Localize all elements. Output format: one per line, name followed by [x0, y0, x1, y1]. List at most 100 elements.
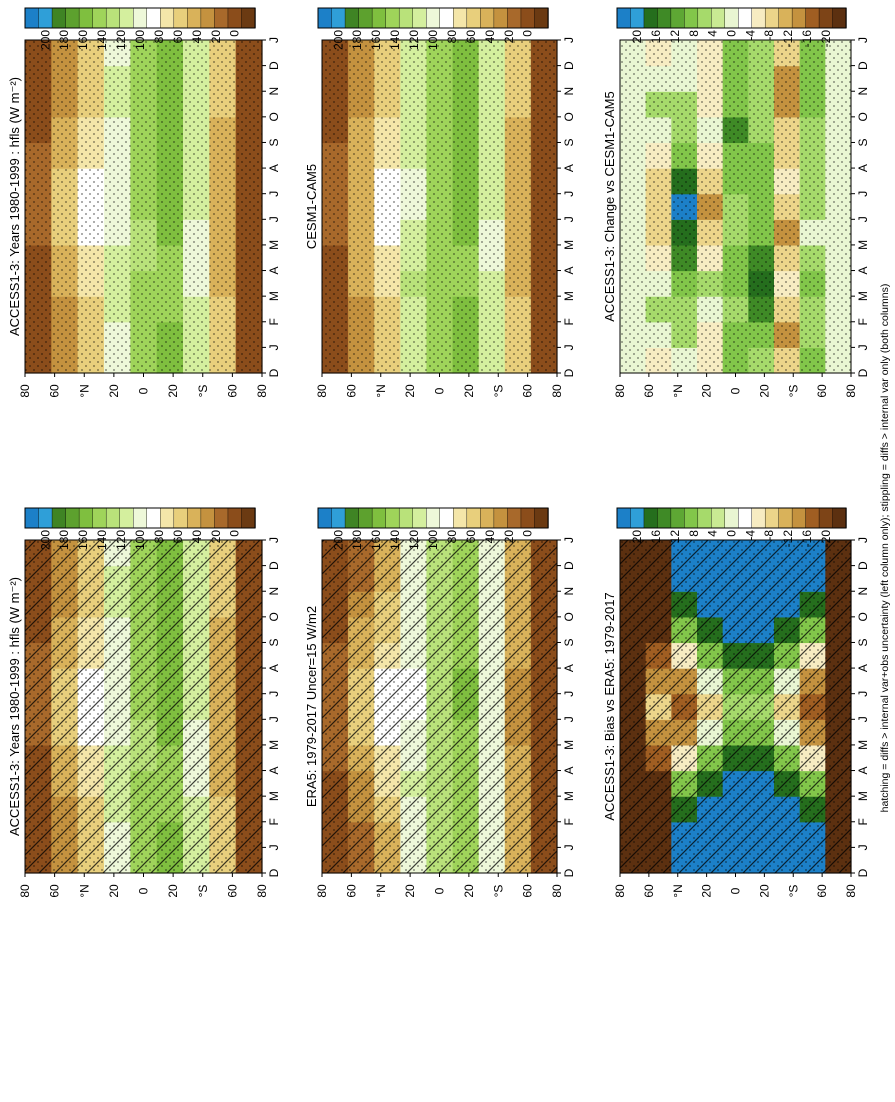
colorbar-label: 140: [388, 30, 402, 50]
colorbar-swatch: [630, 507, 645, 529]
colorbar-swatch: [534, 7, 549, 29]
month-tick-label: J: [267, 716, 281, 722]
month-tick-label: M: [856, 791, 870, 801]
colorbar-swatch: [453, 507, 468, 529]
colorbar-label: 80: [152, 30, 166, 44]
colorbar-label: 160: [76, 30, 90, 50]
month-tick-label: J: [267, 37, 281, 43]
colorbar-frame: [317, 7, 549, 29]
colorbar-label: 160: [369, 30, 383, 50]
colorbar-swatch: [764, 507, 780, 529]
colorbar-label: 0: [725, 30, 739, 37]
month-tick-label: A: [267, 164, 281, 172]
month-tick-label: J: [856, 216, 870, 222]
colorbar-swatch: [65, 7, 80, 29]
month-tick-label: M: [267, 291, 281, 301]
month-tick-label: D: [562, 561, 576, 570]
colorbar-label: 40: [483, 530, 497, 544]
colorbar-swatch: [616, 7, 632, 29]
colorbar-frame: [317, 507, 549, 529]
month-tick-label: D: [562, 868, 576, 877]
lat-tick-label: °N: [374, 384, 388, 397]
lat-tick-label: °S: [491, 385, 505, 398]
colorbar-label: 20: [209, 530, 223, 544]
month-tick-label: D: [856, 368, 870, 377]
colorbar-label: -8: [762, 30, 776, 41]
lat-tick-label: 0: [433, 887, 447, 894]
month-tick-label: M: [562, 791, 576, 801]
lat-tick-label: 20: [107, 384, 121, 398]
lat-tick-label: 0: [137, 387, 151, 394]
colorbar-swatch: [480, 7, 495, 29]
colorbar-label: 20: [630, 30, 644, 44]
colorbar-label: 8: [687, 30, 701, 37]
colorbar-swatch: [133, 7, 148, 29]
colorbar-swatch: [507, 507, 522, 529]
month-tick-label: M: [267, 791, 281, 801]
colorbar-swatch: [24, 507, 40, 529]
month-tick-label: J: [267, 344, 281, 350]
month-tick-label: J: [856, 716, 870, 722]
month-tick-label: F: [562, 818, 576, 825]
colorbar-label: 80: [445, 530, 459, 544]
colorbar-label: 200: [38, 530, 52, 550]
month-tick-label: S: [856, 638, 870, 646]
colorbar-swatch: [751, 507, 766, 529]
month-tick-label: S: [562, 638, 576, 646]
panel-title: ACCESS1-3: Bias vs ERA5: 1979-2017: [602, 592, 617, 820]
month-tick-label: O: [562, 612, 576, 621]
month-tick-label: J: [267, 844, 281, 850]
colorbar-label: 120: [407, 530, 421, 550]
colorbar-swatch: [51, 507, 67, 529]
colorbar-swatch: [200, 507, 216, 529]
colorbar-swatch: [616, 507, 632, 529]
month-tick-label: J: [562, 191, 576, 197]
stippling-overlay: [25, 40, 262, 373]
colorbar-swatch: [24, 7, 40, 29]
lat-tick-label: 20: [462, 884, 476, 898]
month-tick-label: N: [267, 587, 281, 596]
colorbar-swatch: [398, 507, 414, 529]
colorbar-swatch: [480, 507, 495, 529]
month-tick-label: J: [856, 344, 870, 350]
lat-tick-label: 80: [844, 384, 858, 398]
colorbar-swatch: [724, 507, 739, 529]
colorbar-swatch: [214, 507, 229, 529]
lat-tick-label: 80: [18, 884, 32, 898]
colorbar-swatch: [119, 7, 134, 29]
colorbar-label: 20: [209, 30, 223, 44]
lat-tick-label: °N: [77, 884, 91, 897]
colorbar-swatch: [331, 507, 346, 529]
month-tick-label: O: [856, 612, 870, 621]
colorbar-label: -16: [800, 30, 814, 48]
month-tick-label: N: [562, 87, 576, 96]
month-tick-label: A: [856, 767, 870, 775]
lat-tick-label: 60: [642, 384, 656, 398]
month-tick-label: F: [856, 818, 870, 825]
month-tick-label: D: [267, 61, 281, 70]
footnote: hatching = diffs > internal var+obs unce…: [879, 284, 891, 813]
colorbar-swatch: [534, 507, 549, 529]
month-tick-label: F: [856, 318, 870, 325]
colorbar: 20 16 12 8 4 0 -4 -8 -12 -16 -20: [616, 507, 847, 547]
month-tick-label: J: [267, 691, 281, 697]
colorbar-swatch: [439, 507, 454, 529]
month-tick-label: F: [267, 318, 281, 325]
lat-tick-label: 20: [700, 884, 714, 898]
month-tick-label: J: [856, 191, 870, 197]
colorbar-swatch: [38, 507, 53, 529]
colorbar-swatch: [711, 7, 726, 29]
month-tick-label: A: [856, 267, 870, 275]
panel-0: D J F M A M J J A S O N D J 80 60 °N 20 0 20 °S 60 80 ACCESS1-3…: [7, 537, 281, 898]
month-tick-label: M: [267, 240, 281, 250]
month-tick-label: A: [562, 267, 576, 275]
month-tick-label: S: [267, 638, 281, 646]
colorbar-swatch: [317, 7, 333, 29]
colorbar-label: 100: [133, 530, 147, 550]
month-tick-label: S: [856, 138, 870, 146]
colorbar-label: 120: [407, 30, 421, 50]
colorbar-label: -4: [743, 30, 757, 41]
colorbar-label: 200: [331, 30, 345, 50]
colorbar-label: 80: [445, 30, 459, 44]
lat-tick-label: °N: [671, 884, 685, 897]
